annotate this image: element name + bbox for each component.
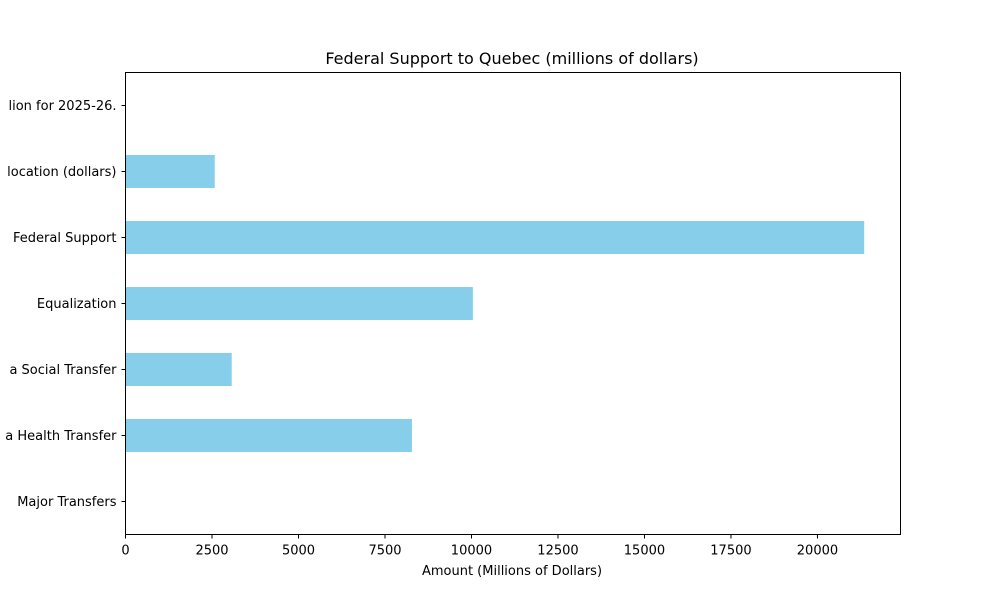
y-tick-label: a Social Transfer — [9, 363, 117, 378]
x-tick-label: 20000 — [797, 544, 838, 559]
bar — [125, 287, 473, 320]
x-tick-label: 7500 — [368, 544, 401, 559]
x-axis-label: Amount (Millions of Dollars) — [422, 564, 602, 579]
x-tick-label: 0 — [121, 544, 129, 559]
y-tick-label: Major Transfers — [17, 495, 116, 510]
bars-group — [125, 155, 865, 452]
chart-title: Federal Support to Quebec (millions of d… — [325, 49, 698, 68]
y-tick-label: location (dollars) — [7, 165, 116, 180]
x-tick-label: 15000 — [624, 544, 665, 559]
y-tick-label: lion for 2025-26. — [8, 99, 116, 114]
x-tick-label: 5000 — [282, 544, 315, 559]
y-tick-label: Equalization — [37, 297, 117, 312]
x-tick-label: 17500 — [710, 544, 751, 559]
x-tick-label: 12500 — [537, 544, 578, 559]
y-axis-ticks: Major Transfers a Health Transfer a Social… — [5, 99, 126, 510]
bar — [125, 353, 232, 386]
x-axis-ticks: 0 2500 5000 7500 10000 12500 15000 17500 20000 — [121, 534, 838, 559]
x-tick-label: 10000 — [451, 544, 492, 559]
bar — [125, 155, 215, 188]
bar — [125, 419, 412, 452]
x-tick-label: 2500 — [195, 544, 228, 559]
plot-frame — [125, 72, 901, 535]
bar — [125, 221, 865, 254]
y-tick-label: Federal Support — [13, 231, 116, 246]
y-tick-label: a Health Transfer — [5, 429, 117, 444]
